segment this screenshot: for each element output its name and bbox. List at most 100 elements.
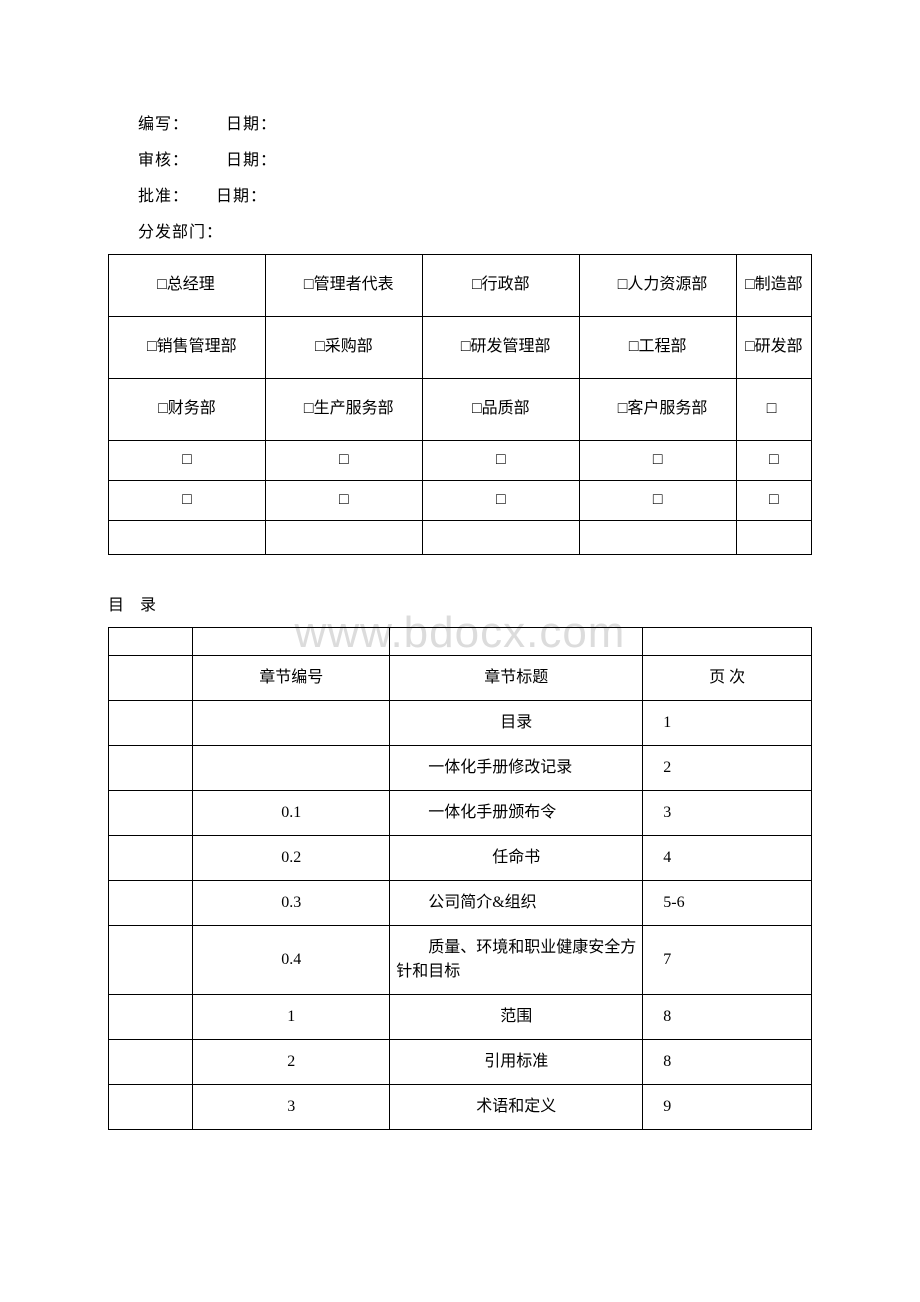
- table-row: 0.1 一体化手册颁布令 3: [109, 791, 812, 836]
- toc-chapter: 0.2: [193, 836, 390, 881]
- toc-cell: [109, 746, 193, 791]
- toc-row-title: 术语和定义: [390, 1085, 643, 1130]
- toc-cell: [109, 628, 193, 656]
- toc-table: 章节编号 章节标题 页 次 目录 1 一体化手册修改记录 2 0.1 一体化手册…: [108, 627, 812, 1130]
- toc-cell: [109, 1085, 193, 1130]
- toc-row-page: 4: [643, 836, 812, 881]
- approver-date-label: 日期：: [216, 182, 267, 206]
- toc-row-page: 2: [643, 746, 812, 791]
- distribution-table: □总经理 □管理者代表 □行政部 □人力资源部 □制造部 □销售管理部 □采购部…: [108, 254, 812, 555]
- toc-chapter: [193, 746, 390, 791]
- table-row: 一体化手册修改记录 2: [109, 746, 812, 791]
- dist-cell: [579, 521, 736, 555]
- writer-line: 编写： 日期：: [108, 110, 812, 134]
- dist-cell: □品质部: [422, 379, 579, 441]
- table-row: 1 范围 8: [109, 995, 812, 1040]
- toc-row-title: 公司简介&组织: [390, 881, 643, 926]
- toc-cell: [109, 836, 193, 881]
- dist-cell: □: [736, 481, 811, 521]
- toc-row-page: 9: [643, 1085, 812, 1130]
- distribution-label-line: 分发部门：: [108, 218, 812, 242]
- toc-row-page: 7: [643, 926, 812, 995]
- dist-cell: □采购部: [265, 317, 422, 379]
- table-row: 3 术语和定义 9: [109, 1085, 812, 1130]
- toc-chapter: 0.1: [193, 791, 390, 836]
- dist-cell: □: [109, 441, 266, 481]
- dist-cell: □财务部: [109, 379, 266, 441]
- toc-cell: [109, 656, 193, 701]
- dist-cell: [109, 521, 266, 555]
- distribution-label: 分发部门：: [138, 224, 223, 241]
- table-row: 目录 1: [109, 701, 812, 746]
- dist-cell: □研发管理部: [422, 317, 579, 379]
- dist-cell: [265, 521, 422, 555]
- toc-chapter: [193, 701, 390, 746]
- dist-cell: □: [736, 441, 811, 481]
- table-row: 0.2 任命书 4: [109, 836, 812, 881]
- toc-row-title: 引用标准: [390, 1040, 643, 1085]
- toc-row-page: 8: [643, 1040, 812, 1085]
- toc-row-title: 质量、环境和职业健康安全方针和目标: [390, 926, 643, 995]
- table-row: □ □ □ □ □: [109, 481, 812, 521]
- dist-cell: □: [109, 481, 266, 521]
- toc-cell: [193, 628, 390, 656]
- writer-date-label: 日期：: [226, 110, 277, 134]
- table-row: 2 引用标准 8: [109, 1040, 812, 1085]
- dist-cell: □工程部: [579, 317, 736, 379]
- table-row: □ □ □ □ □: [109, 441, 812, 481]
- toc-title: 目 录: [108, 591, 812, 615]
- table-row: 章节编号 章节标题 页 次: [109, 656, 812, 701]
- toc-cell: [109, 995, 193, 1040]
- toc-header-chapter: 章节编号: [193, 656, 390, 701]
- toc-row-title: 一体化手册修改记录: [390, 746, 643, 791]
- table-row: □财务部 □生产服务部 □品质部 □客户服务部 □: [109, 379, 812, 441]
- reviewer-date-label: 日期：: [226, 146, 277, 170]
- table-row: [109, 521, 812, 555]
- approver-label: 批准：: [138, 182, 189, 206]
- toc-chapter: 0.4: [193, 926, 390, 995]
- toc-row-title: 目录: [390, 701, 643, 746]
- dist-cell: □总经理: [109, 255, 266, 317]
- dist-cell: □: [736, 379, 811, 441]
- dist-cell: □: [422, 441, 579, 481]
- reviewer-label: 审核：: [138, 146, 189, 170]
- dist-cell: □客户服务部: [579, 379, 736, 441]
- toc-row-title: 范围: [390, 995, 643, 1040]
- toc-cell: [109, 791, 193, 836]
- writer-label: 编写：: [138, 110, 189, 134]
- dist-cell: □销售管理部: [109, 317, 266, 379]
- table-row: 0.4 质量、环境和职业健康安全方针和目标 7: [109, 926, 812, 995]
- toc-chapter: 1: [193, 995, 390, 1040]
- toc-cell: [643, 628, 812, 656]
- dist-cell: □人力资源部: [579, 255, 736, 317]
- dist-cell: □生产服务部: [265, 379, 422, 441]
- reviewer-line: 审核： 日期：: [108, 146, 812, 170]
- document-content: 编写： 日期： 审核： 日期： 批准： 日期： 分发部门： □总经理 □管理者代…: [108, 110, 812, 1130]
- dist-cell: □: [265, 441, 422, 481]
- table-row: 0.3 公司简介&组织 5-6: [109, 881, 812, 926]
- toc-chapter: 3: [193, 1085, 390, 1130]
- dist-cell: □制造部: [736, 255, 811, 317]
- table-row: □销售管理部 □采购部 □研发管理部 □工程部 □研发部: [109, 317, 812, 379]
- dist-cell: [422, 521, 579, 555]
- toc-row-title: 任命书: [390, 836, 643, 881]
- toc-chapter: 0.3: [193, 881, 390, 926]
- dist-cell: □: [422, 481, 579, 521]
- table-row: [109, 628, 812, 656]
- toc-cell: [109, 881, 193, 926]
- dist-cell: □: [579, 481, 736, 521]
- toc-cell: [109, 1040, 193, 1085]
- approver-line: 批准： 日期：: [108, 182, 812, 206]
- dist-cell: □管理者代表: [265, 255, 422, 317]
- table-row: □总经理 □管理者代表 □行政部 □人力资源部 □制造部: [109, 255, 812, 317]
- toc-row-page: 1: [643, 701, 812, 746]
- toc-row-page: 5-6: [643, 881, 812, 926]
- toc-row-title: 一体化手册颁布令: [390, 791, 643, 836]
- toc-chapter: 2: [193, 1040, 390, 1085]
- toc-cell: [109, 701, 193, 746]
- toc-cell: [109, 926, 193, 995]
- dist-cell: □: [579, 441, 736, 481]
- dist-cell: □: [265, 481, 422, 521]
- toc-row-page: 8: [643, 995, 812, 1040]
- dist-cell: □研发部: [736, 317, 811, 379]
